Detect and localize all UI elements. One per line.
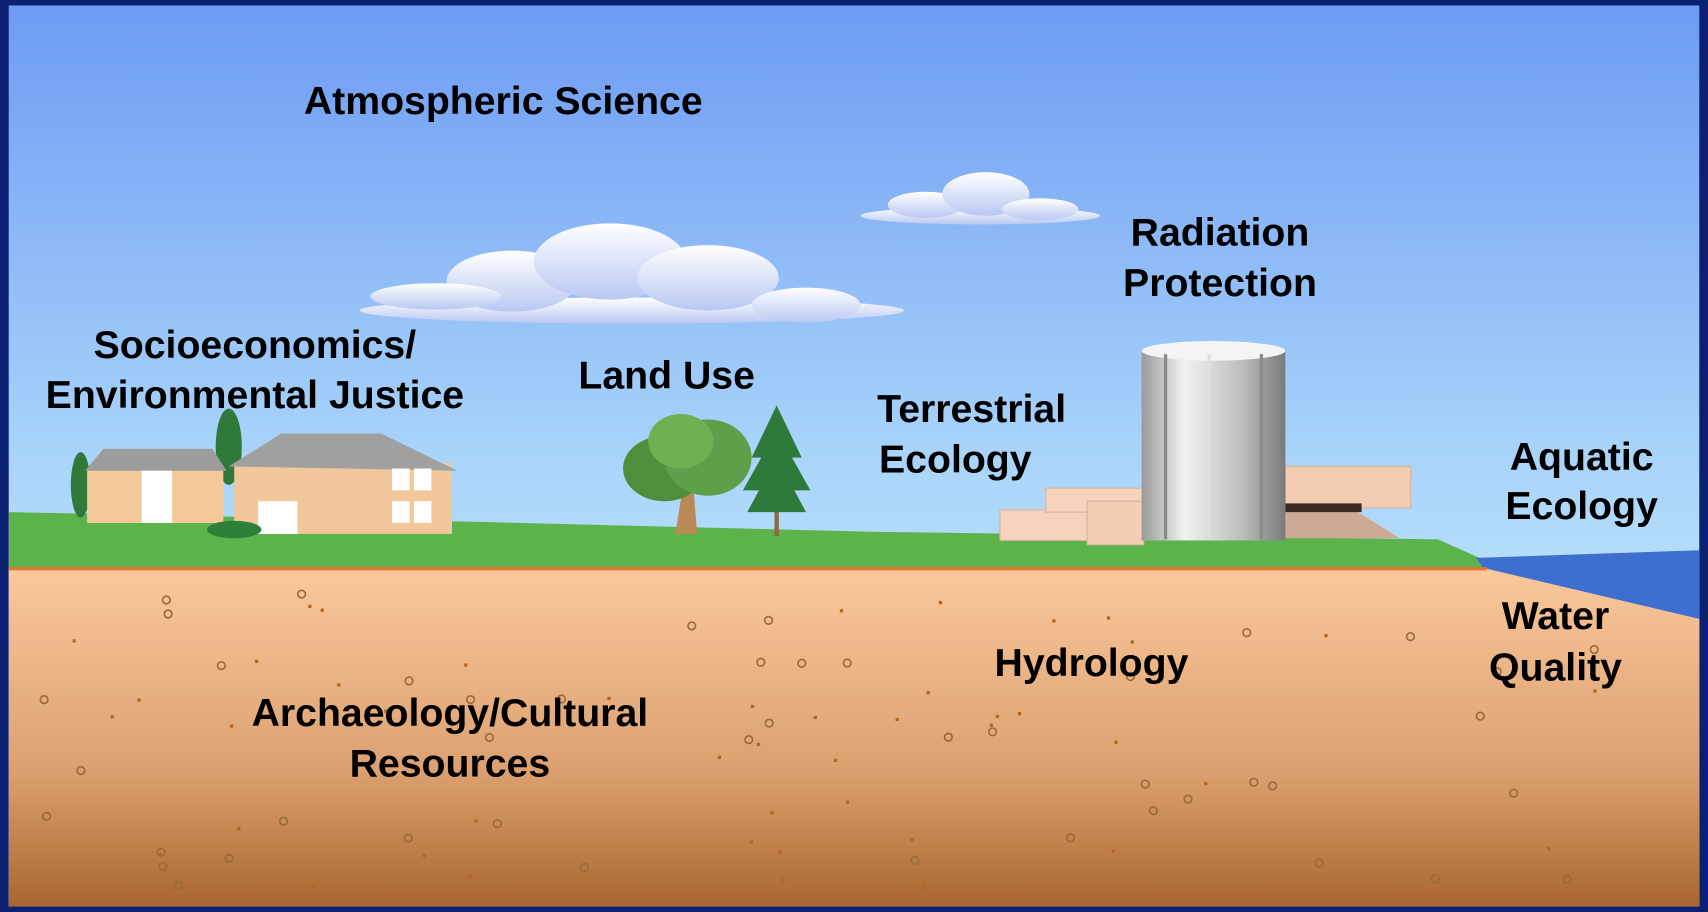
pebble — [1593, 689, 1596, 692]
pebble — [778, 850, 781, 853]
label: Quality — [1489, 645, 1622, 689]
pebble — [337, 683, 340, 686]
pebble — [757, 743, 760, 746]
pebble — [770, 811, 773, 814]
pebble — [137, 698, 140, 701]
pebble — [1547, 847, 1550, 850]
label: Environmental Justice — [46, 373, 464, 417]
pebble — [1107, 616, 1110, 619]
label: Land Use — [578, 353, 755, 397]
label: Aquatic — [1510, 435, 1654, 479]
pebble — [750, 840, 753, 843]
label: Atmospheric Science — [304, 79, 703, 123]
label: Hydrology — [995, 641, 1189, 685]
pebble — [782, 878, 785, 881]
pebble — [308, 605, 311, 608]
label: Radiation — [1131, 211, 1310, 255]
pebble — [1112, 850, 1115, 853]
label: Socioeconomics/ — [94, 323, 417, 367]
pebble — [923, 885, 926, 888]
pebble — [1204, 782, 1207, 785]
label: Ecology — [1505, 484, 1658, 528]
pebble — [718, 756, 721, 759]
page: Atmospheric Science Radiation Protection… — [0, 0, 1708, 912]
pebble — [111, 715, 114, 718]
pebble — [1114, 741, 1117, 744]
scene: Atmospheric Science Radiation Protection… — [0, 0, 1708, 912]
pebble — [230, 725, 233, 728]
pebble — [423, 854, 426, 857]
label: Ecology — [879, 437, 1032, 481]
pebble — [840, 609, 843, 612]
pebble — [990, 724, 993, 727]
label: Terrestrial — [877, 387, 1066, 431]
pebble — [896, 718, 899, 721]
pebble — [321, 609, 324, 612]
label: Resources — [350, 741, 551, 785]
pebble — [159, 853, 162, 856]
pebble — [237, 827, 240, 830]
pebble — [927, 691, 930, 694]
pebble — [910, 838, 913, 841]
pebble — [996, 715, 999, 718]
pebble — [255, 660, 258, 663]
pebble — [834, 759, 837, 762]
pebble — [311, 884, 314, 887]
pebble — [474, 819, 477, 822]
pebble — [1018, 712, 1021, 715]
label: Archaeology/Cultural — [252, 691, 649, 735]
pebble — [1052, 619, 1055, 622]
pebble — [464, 663, 467, 666]
pebble — [1324, 634, 1327, 637]
label: Water — [1502, 594, 1609, 638]
pebble — [814, 716, 817, 719]
pebble — [939, 601, 942, 604]
pebble — [846, 801, 849, 804]
pebble — [751, 705, 754, 708]
label: Protection — [1123, 261, 1317, 305]
soil — [9, 569, 1700, 907]
pebble — [468, 875, 471, 878]
pebble — [73, 639, 76, 642]
